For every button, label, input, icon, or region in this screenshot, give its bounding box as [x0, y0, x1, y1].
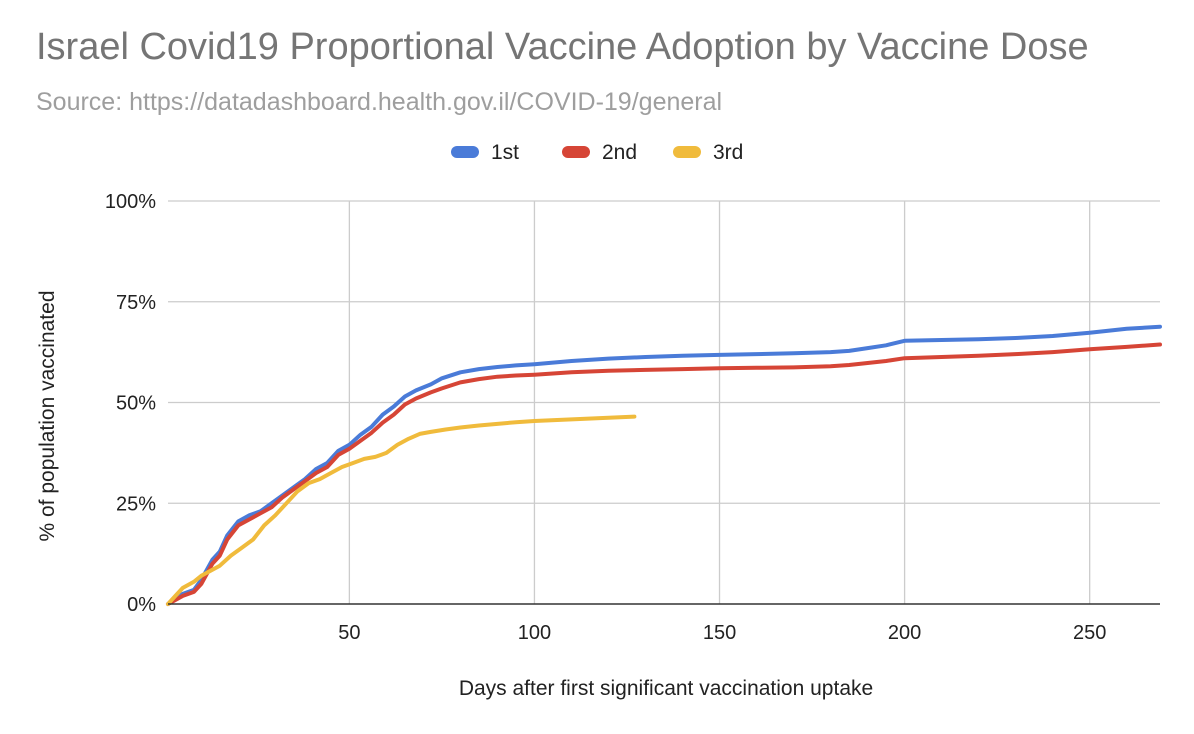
x-tick-label: 250: [1073, 622, 1106, 644]
legend-swatch-2nd[interactable]: [562, 146, 590, 158]
legend-swatch-1st[interactable]: [451, 146, 479, 158]
series-line-1st: [166, 324, 1162, 606]
x-axis-label: Days after first significant vaccination…: [459, 677, 873, 700]
y-tick-label: 0%: [127, 594, 156, 616]
chart-subtitle: Source: https://datadashboard.health.gov…: [36, 88, 723, 116]
x-tick-label: 50: [338, 622, 360, 644]
x-tick-label: 100: [518, 622, 551, 644]
legend-label-2nd[interactable]: 2nd: [602, 141, 637, 164]
chart-title: Israel Covid19 Proportional Vaccine Adop…: [36, 26, 1089, 68]
series-line-3rd: [166, 414, 637, 606]
x-tick-label: 200: [888, 622, 921, 644]
y-tick-label: 75%: [116, 292, 156, 314]
legend-label-1st[interactable]: 1st: [491, 141, 519, 164]
axes: 0% 25% 50% 75% 100% 50 100 150 200 250: [105, 191, 1160, 644]
y-tick-label: 25%: [116, 493, 156, 515]
y-axis-label: % of population vaccinated: [36, 290, 59, 541]
legend-swatch-3rd[interactable]: [673, 146, 701, 158]
y-tick-label: 100%: [105, 191, 156, 213]
grid-lines: [168, 200, 1160, 604]
series-lines: [166, 324, 1162, 606]
legend[interactable]: 1st 2nd 3rd: [451, 141, 743, 164]
x-tick-label: 150: [703, 622, 736, 644]
series-line-2nd: [166, 342, 1162, 606]
y-tick-label: 50%: [116, 393, 156, 415]
legend-label-3rd[interactable]: 3rd: [713, 141, 743, 164]
